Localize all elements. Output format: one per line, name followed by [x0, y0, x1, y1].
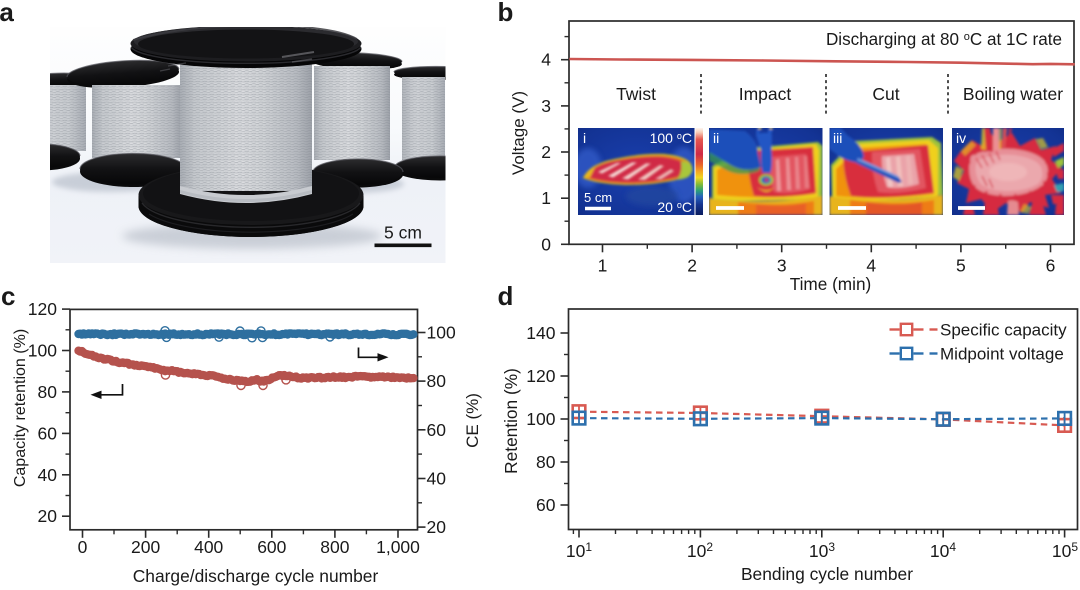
svg-text:0: 0: [541, 234, 551, 254]
svg-text:i: i: [583, 130, 586, 146]
svg-text:5: 5: [956, 256, 966, 276]
svg-text:101: 101: [566, 540, 592, 561]
svg-text:100 oC: 100 oC: [650, 130, 692, 146]
svg-text:800: 800: [320, 537, 349, 557]
svg-text:1: 1: [598, 256, 608, 276]
svg-text:Midpoint voltage: Midpoint voltage: [940, 345, 1064, 364]
svg-text:Time (min): Time (min): [790, 274, 871, 294]
svg-text:80: 80: [38, 382, 58, 402]
svg-text:ii: ii: [713, 130, 719, 146]
svg-text:140: 140: [526, 323, 555, 343]
svg-text:iv: iv: [956, 130, 966, 146]
svg-text:Twist: Twist: [616, 84, 656, 104]
svg-text:5 cm: 5 cm: [584, 190, 612, 205]
svg-text:600: 600: [257, 537, 286, 557]
svg-text:6: 6: [1046, 256, 1056, 276]
svg-text:105: 105: [1052, 540, 1078, 561]
svg-text:20: 20: [427, 517, 447, 537]
svg-text:120: 120: [28, 299, 57, 319]
svg-text:iii: iii: [833, 130, 842, 146]
svg-text:b: b: [498, 0, 514, 27]
svg-text:40: 40: [427, 469, 447, 489]
svg-text:20: 20: [38, 506, 58, 526]
svg-text:4: 4: [866, 256, 876, 276]
svg-text:40: 40: [38, 465, 58, 485]
svg-text:2: 2: [687, 256, 697, 276]
svg-text:d: d: [498, 281, 514, 311]
svg-text:80: 80: [536, 452, 556, 472]
svg-text:60: 60: [38, 423, 58, 443]
svg-text:4: 4: [541, 50, 551, 70]
svg-text:102: 102: [687, 540, 713, 561]
svg-text:1,000: 1,000: [376, 537, 420, 557]
svg-text:0: 0: [78, 537, 88, 557]
svg-text:Charge/discharge cycle number: Charge/discharge cycle number: [133, 566, 379, 586]
svg-text:Capacity retention (%): Capacity retention (%): [12, 329, 29, 487]
svg-text:120: 120: [526, 366, 555, 386]
svg-text:2: 2: [541, 142, 551, 162]
svg-text:3: 3: [777, 256, 787, 276]
svg-text:80: 80: [427, 371, 447, 391]
svg-text:Retention (%): Retention (%): [501, 368, 521, 474]
svg-text:5 cm: 5 cm: [384, 223, 422, 243]
svg-text:100: 100: [526, 409, 555, 429]
svg-text:Discharging at 80 oC at 1C rat: Discharging at 80 oC at 1C rate: [826, 30, 1062, 49]
svg-text:c: c: [1, 281, 15, 311]
svg-text:a: a: [0, 0, 14, 27]
svg-text:Cut: Cut: [872, 84, 899, 104]
svg-text:100: 100: [28, 341, 57, 361]
svg-text:20 oC: 20 oC: [657, 199, 692, 215]
svg-text:104: 104: [930, 540, 956, 561]
svg-text:400: 400: [194, 537, 223, 557]
svg-text:60: 60: [427, 420, 447, 440]
svg-text:CE (%): CE (%): [463, 393, 482, 448]
svg-text:Boiling water: Boiling water: [963, 84, 1063, 104]
svg-text:Bending cycle number: Bending cycle number: [741, 564, 913, 584]
svg-text:1: 1: [541, 188, 551, 208]
svg-text:Impact: Impact: [739, 84, 792, 104]
svg-text:Voltage (V): Voltage (V): [509, 91, 528, 175]
svg-text:100: 100: [427, 323, 456, 343]
svg-text:Specific capacity: Specific capacity: [940, 321, 1067, 340]
svg-text:60: 60: [536, 495, 556, 515]
svg-text:103: 103: [809, 540, 835, 561]
svg-text:200: 200: [131, 537, 160, 557]
svg-text:3: 3: [541, 96, 551, 116]
